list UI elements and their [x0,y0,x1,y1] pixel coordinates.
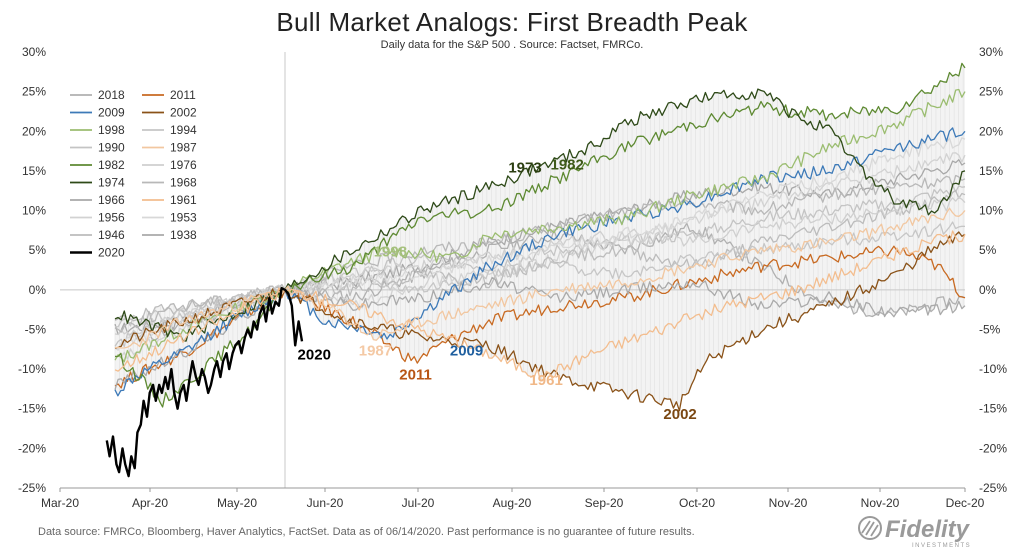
logo-subtext: INVESTMENTS [912,543,971,549]
legend-label-1974: 1974 [98,176,125,190]
x-tick-label: Aug-20 [493,496,532,510]
y-tick-label-left: -10% [18,362,46,376]
series-line-1938 [114,276,966,390]
annotation-1998: 1998 [374,244,407,261]
annotation-2009: 2009 [450,343,483,360]
chart-title: Bull Market Analogs: First Breadth Peak [276,7,748,37]
legend-label-2011: 2011 [170,88,196,102]
legend-label-1966: 1966 [98,193,125,207]
x-tick-label: May-20 [217,496,257,510]
legend-label-1976: 1976 [170,158,197,172]
legend-label-1956: 1956 [98,211,125,225]
y-tick-label-right: 10% [979,204,1003,218]
y-tick-label-left: 20% [22,124,46,138]
axes: -25% -25% -20% -20% -15% -15% -10% -10% -5% -5% 0%… [18,45,1007,510]
x-tick-label: Mar-20 [41,496,79,510]
fidelity-logo: Fidelity INVESTMENTS [858,516,971,549]
y-tick-label-left: -5% [25,322,47,336]
x-tick-label: Sep-20 [585,496,624,510]
y-tick-label-right: 5% [979,243,997,257]
y-tick-label-left: 0% [29,283,47,297]
range-band-layer [114,64,965,411]
legend-label-2020: 2020 [98,246,125,260]
y-tick-label-right: 20% [979,124,1003,138]
annotation-1987: 1987 [359,343,392,360]
annotation-1961: 1961 [529,372,562,389]
x-tick-label: Nov-20 [769,496,808,510]
y-tick-label-left: -20% [18,441,46,455]
y-tick-label-right: 25% [979,85,1003,99]
legend-label-1953: 1953 [170,211,197,225]
y-tick-label-right: 0% [979,283,997,297]
y-tick-label-right: 30% [979,45,1003,59]
y-tick-label-left: -15% [18,402,46,416]
series-line-1987 [114,207,966,349]
series-line-2002 [114,231,966,412]
y-tick-label-right: -20% [979,441,1007,455]
x-tick-label: Oct-20 [679,496,715,510]
legend-label-1961: 1961 [170,193,197,207]
annotation-2011: 2011 [399,366,432,383]
footer-source-note: Data source: FMRCo, Bloomberg, Haver Ana… [38,526,695,538]
legend-label-2002: 2002 [170,106,197,120]
annotation-1973: 1973 [508,159,541,176]
x-tick-label: Apr-20 [132,496,168,510]
y-tick-label-left: 5% [29,243,47,257]
y-tick-label-left: 10% [22,204,46,218]
series-line-1974 [114,88,966,342]
legend: 2018 2011 2009 2002 1998 1994 1990 1987 1982 1976… [70,88,197,260]
y-tick-label-right: -5% [979,322,1001,336]
series-layer [105,62,966,478]
x-tick-label: Nov-20 [861,496,900,510]
series-line-1976 [114,196,966,339]
annotations: 1973 1982 1998 2020 1987 2009 2011 1961 2002 [298,156,697,423]
series-line-2009 [114,127,966,397]
legend-label-2009: 2009 [98,106,125,120]
x-tick-label: Jul-20 [402,496,435,510]
series-line-2020 [105,287,304,478]
y-tick-label-right: -15% [979,402,1007,416]
logo-text: Fidelity [885,516,971,543]
chart-subtitle: Daily data for the S&P 500 . Source: Fac… [381,39,644,51]
legend-label-1990: 1990 [98,141,125,155]
legend-label-2018: 2018 [98,88,125,102]
annotation-1982: 1982 [551,156,584,173]
legend-label-1998: 1998 [98,123,125,137]
logo-rays-icon [861,520,879,537]
legend-label-1938: 1938 [170,228,197,242]
series-line-1982 [114,62,966,408]
x-tick-label: Jun-20 [307,496,344,510]
y-tick-label-left: 30% [22,45,46,59]
y-tick-label-left: 15% [22,164,46,178]
y-tick-label-right: -10% [979,362,1007,376]
legend-label-1946: 1946 [98,228,125,242]
legend-label-1968: 1968 [170,176,197,190]
annotation-2020: 2020 [298,347,331,364]
y-tick-label-right: 15% [979,164,1003,178]
x-tick-label: Dec-20 [946,496,985,510]
logo-mark-icon [858,516,882,540]
y-tick-label-left: 25% [22,85,46,99]
analog-range-band [115,64,965,411]
legend-label-1994: 1994 [170,123,197,137]
legend-label-1987: 1987 [170,141,197,155]
y-tick-label-left: -25% [18,481,46,495]
legend-label-1982: 1982 [98,158,125,172]
y-tick-label-right: -25% [979,481,1007,495]
series-line-1961 [114,230,966,382]
annotation-2002: 2002 [663,406,696,423]
